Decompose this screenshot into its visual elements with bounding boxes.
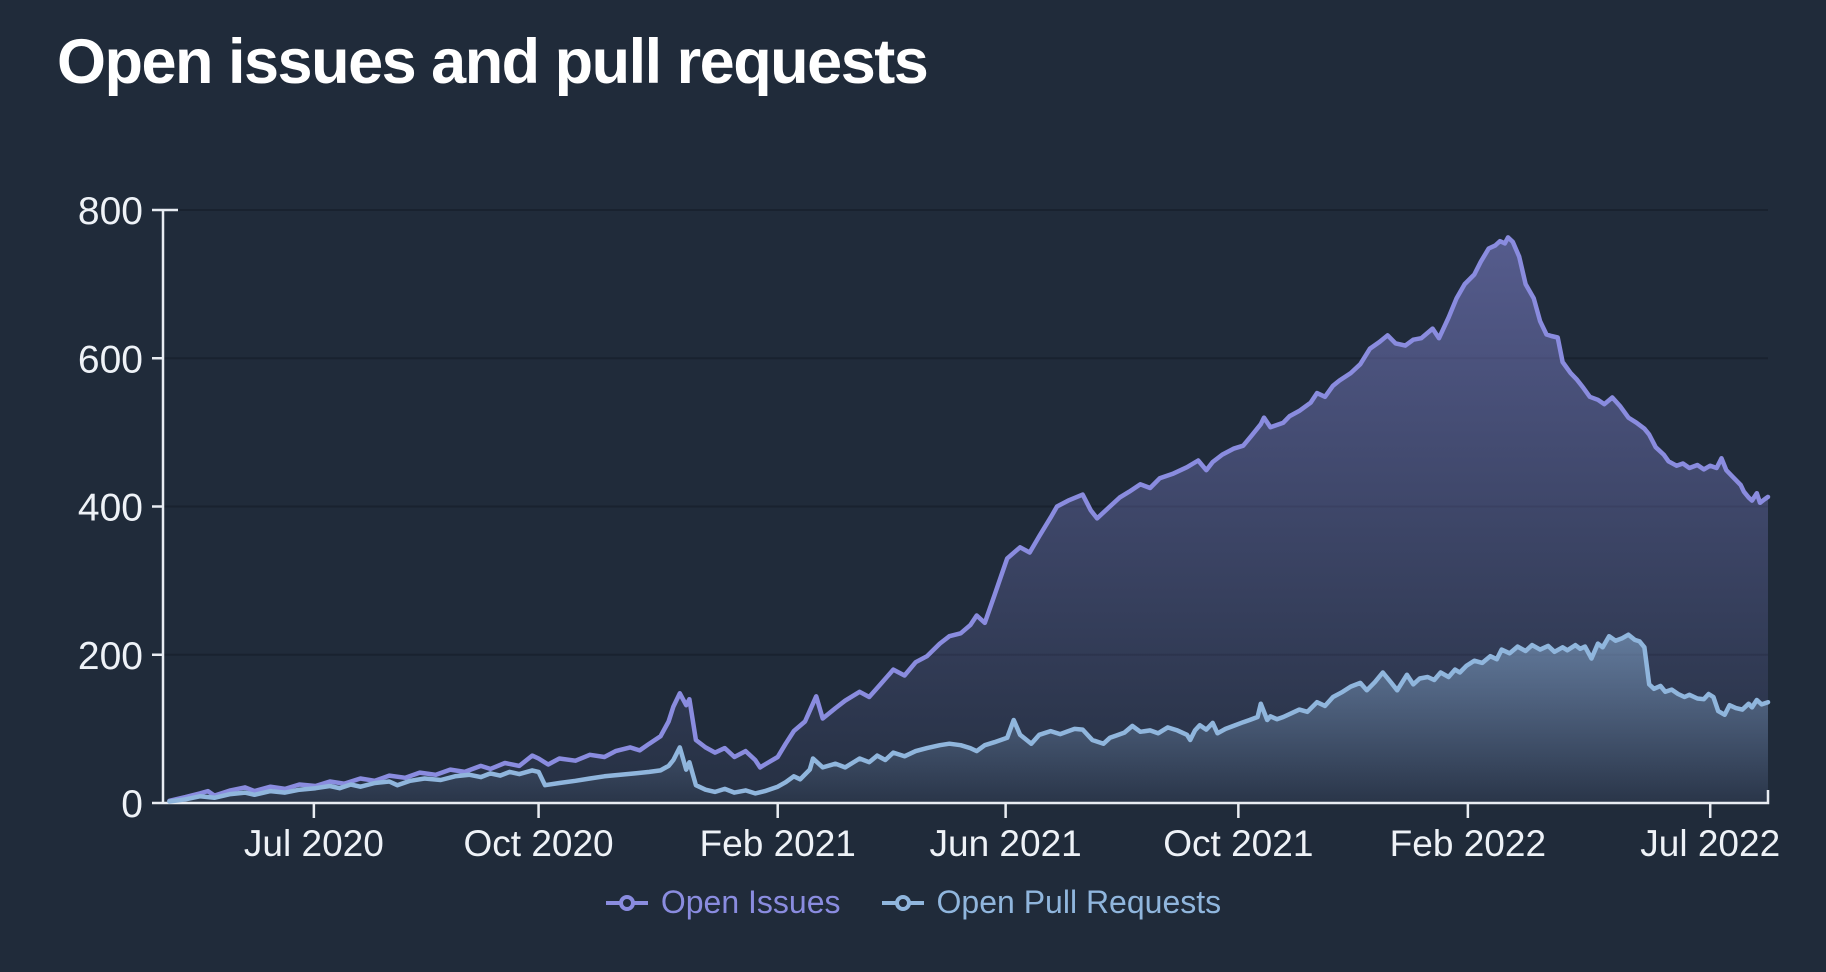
y-tick-label: 0 [121, 783, 143, 826]
x-tick-label: Feb 2022 [1390, 823, 1546, 864]
legend-item-open-issues[interactable]: Open Issues [605, 884, 841, 921]
chart-legend: Open Issues Open Pull Requests [0, 884, 1826, 921]
x-tick-label: Jul 2022 [1640, 823, 1780, 864]
x-tick-label: Feb 2021 [700, 823, 856, 864]
y-tick-label: 400 [78, 487, 143, 530]
legend-label: Open Pull Requests [936, 884, 1222, 920]
y-tick-label: 800 [78, 190, 143, 233]
x-tick-label: Oct 2020 [463, 823, 613, 864]
legend-label: Open Issues [660, 884, 841, 920]
legend-item-open-pull-requests[interactable]: Open Pull Requests [881, 884, 1222, 921]
x-axis [163, 790, 1770, 805]
y-tick-label: 600 [78, 338, 143, 381]
x-tick-label: Oct 2021 [1163, 823, 1313, 864]
x-tick-label: Jul 2020 [244, 823, 384, 864]
y-tick-label: 200 [78, 635, 143, 678]
x-tick-label: Jun 2021 [930, 823, 1082, 864]
series-area-prs [169, 634, 1768, 803]
series-line-prs [167, 632, 1771, 804]
series-line-issues [167, 235, 1771, 804]
chart-title: Open issues and pull requests [57, 27, 929, 97]
series-area-issues [169, 237, 1768, 803]
line-marker-icon [881, 894, 924, 911]
line-marker-icon [605, 894, 648, 911]
